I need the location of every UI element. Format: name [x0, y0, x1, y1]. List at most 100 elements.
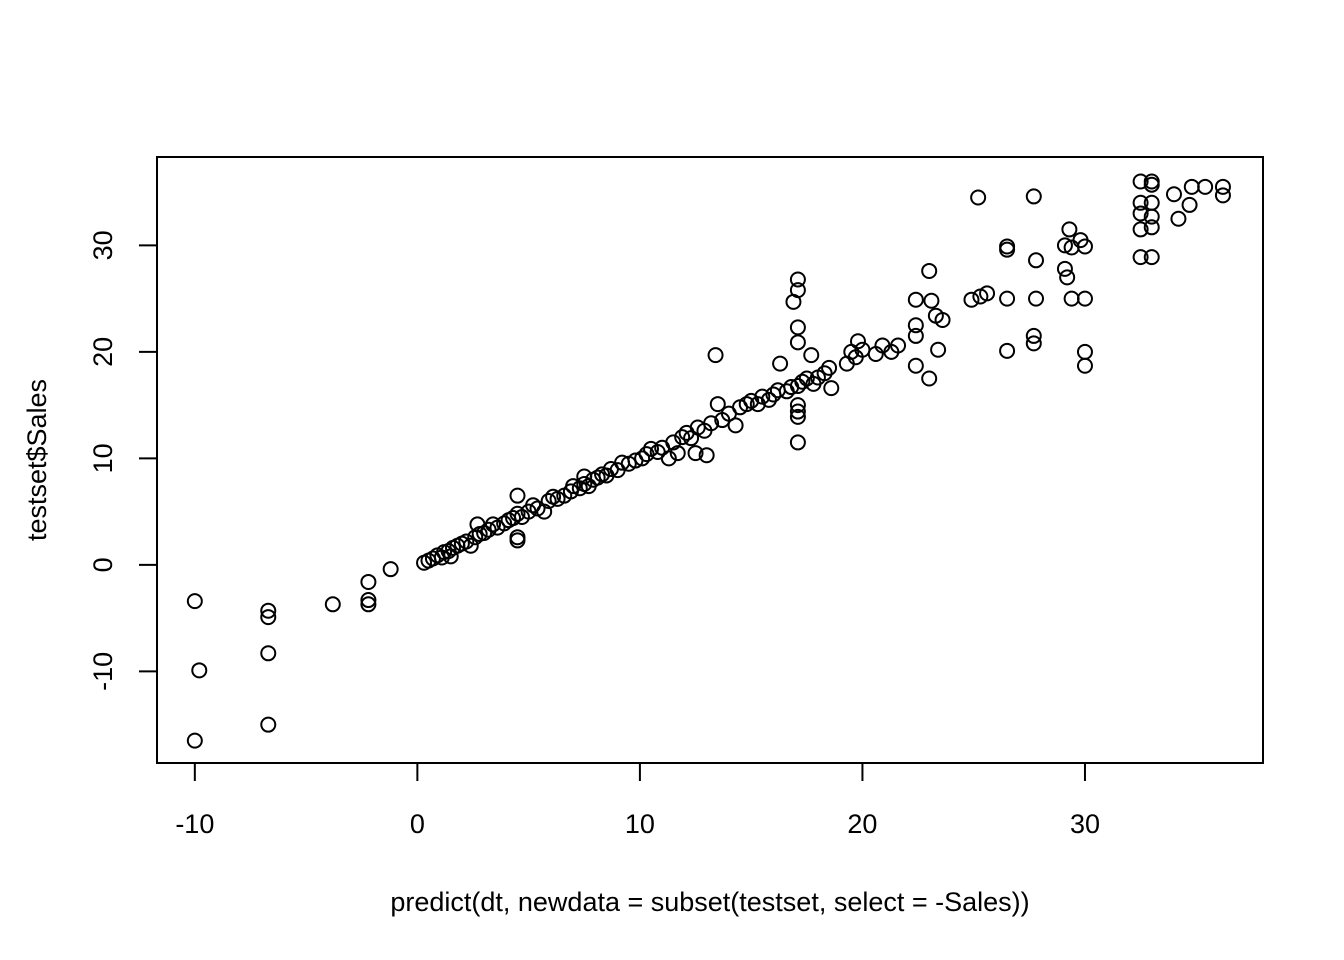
data-point: [934, 311, 951, 328]
data-point: [907, 291, 924, 308]
data-point: [1056, 260, 1073, 277]
data-point: [789, 282, 806, 299]
data-point: [260, 602, 277, 619]
data-point: [540, 493, 557, 510]
data-point: [485, 516, 502, 533]
data-point: [458, 533, 475, 550]
data-point: [979, 285, 996, 302]
data-point: [1143, 249, 1160, 266]
data-point: [727, 417, 744, 434]
data-point: [536, 503, 553, 520]
data-point: [1028, 252, 1045, 269]
data-point: [789, 434, 806, 451]
data-point: [360, 592, 377, 609]
data-point: [772, 355, 789, 372]
data-point: [789, 403, 806, 420]
data-point: [186, 732, 203, 749]
data-point: [1143, 208, 1160, 225]
data-point: [1170, 210, 1187, 227]
data-point: [496, 515, 513, 532]
data-point: [1059, 269, 1076, 286]
data-point: [1183, 178, 1200, 195]
plot-frame: [156, 156, 1264, 764]
data-point: [1132, 249, 1149, 266]
data-point: [634, 450, 651, 467]
data-point: [505, 510, 522, 527]
data-point: [1132, 173, 1149, 190]
y-axis-label: testset$Sales: [22, 379, 52, 541]
data-point: [1025, 188, 1042, 205]
x-axis: -10 0 10 20 30: [175, 762, 1100, 839]
data-point: [923, 292, 940, 309]
data-point: [789, 334, 806, 351]
data-point: [1076, 290, 1093, 307]
data-point: [738, 396, 755, 413]
data-point: [669, 445, 686, 462]
data-point: [1076, 357, 1093, 374]
data-point: [1076, 343, 1093, 360]
data-point: [191, 662, 208, 679]
data-point: [794, 373, 811, 390]
data-point: [462, 537, 479, 554]
data-point: [660, 450, 677, 467]
data-point: [1028, 290, 1045, 307]
data-point: [480, 521, 497, 538]
data-point: [1076, 238, 1093, 255]
data-point: [476, 524, 493, 541]
data-point: [565, 478, 582, 495]
x-tick-label: 20: [847, 809, 877, 839]
data-point: [789, 271, 806, 288]
data-point: [999, 238, 1016, 255]
data-point: [1165, 186, 1182, 203]
data-point: [509, 487, 526, 504]
data-point: [1181, 196, 1198, 213]
data-point: [509, 532, 526, 549]
data-point: [789, 319, 806, 336]
data-point: [803, 347, 820, 364]
data-point: [1214, 178, 1231, 195]
x-tick-label: 0: [410, 809, 425, 839]
y-tick-label: 10: [88, 443, 118, 473]
data-point: [1143, 219, 1160, 236]
data-point: [930, 341, 947, 358]
data-point: [890, 337, 907, 354]
data-point: [921, 370, 938, 387]
data-point: [324, 596, 341, 613]
data-point: [674, 429, 691, 446]
data-point: [509, 529, 526, 546]
data-point: [1063, 290, 1080, 307]
data-point: [707, 347, 724, 364]
y-axis: -10 0 10 20 30: [88, 230, 158, 691]
data-point: [509, 505, 526, 522]
data-point: [703, 415, 720, 432]
data-point: [907, 327, 924, 344]
data-point: [999, 290, 1016, 307]
data-point: [821, 359, 838, 376]
x-tick-label: -10: [175, 809, 214, 839]
data-point: [907, 357, 924, 374]
data-point: [999, 342, 1016, 359]
data-point: [687, 445, 704, 462]
data-point: [921, 262, 938, 279]
data-point: [1025, 335, 1042, 352]
y-tick-label: 30: [88, 230, 118, 260]
data-point: [1132, 221, 1149, 238]
x-tick-label: 10: [625, 809, 655, 839]
data-point: [789, 397, 806, 414]
data-point: [789, 408, 806, 425]
data-point: [1143, 176, 1160, 193]
y-tick-label: 0: [88, 557, 118, 572]
data-point: [638, 446, 655, 463]
data-point: [698, 447, 715, 464]
data-point: [1214, 187, 1231, 204]
data-point: [589, 469, 606, 486]
data-point: [360, 573, 377, 590]
data-point: [1061, 221, 1078, 238]
data-point: [963, 291, 980, 308]
data-point: [1197, 178, 1214, 195]
data-point: [823, 380, 840, 397]
data-point: [1132, 205, 1149, 222]
data-point: [907, 317, 924, 334]
data-point: [970, 189, 987, 206]
